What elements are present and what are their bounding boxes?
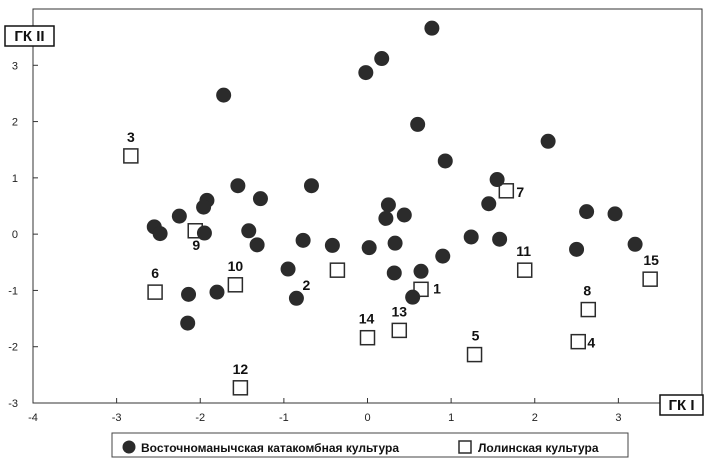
data-point-square [232,380,249,396]
data-point-circle [288,290,304,306]
data-point-label: 11 [516,243,531,259]
data-point-circle [303,178,319,194]
data-point-circle [396,207,412,223]
data-point-circle [413,263,429,279]
x-axis-title: ГК I [669,397,695,414]
data-point-square [580,301,597,318]
data-point-label: 13 [391,303,407,319]
data-point-circle [324,237,340,253]
data-point-circle [481,196,497,212]
data-point-circle [569,241,585,257]
data-point-circle [209,284,225,300]
data-point-circle [437,153,453,169]
data-point-square [329,262,346,278]
data-point-label: 8 [583,283,591,299]
data-point-label: 7 [516,184,524,200]
x-tick-label: 0 [364,412,370,424]
data-point-label: 2 [302,277,310,293]
data-point-square [391,322,408,339]
data-point-circle [424,20,440,36]
data-point-circle [492,231,508,247]
data-point-circle [181,286,197,302]
data-point-square [359,329,376,346]
data-point-circle [380,197,396,213]
data-point-circle [378,210,394,226]
x-tick-label: -4 [28,412,38,424]
x-axis-ticks: -4 -3 -2 -1 0 1 2 3 [28,398,621,424]
data-point-circle [295,232,311,248]
data-point-circle [374,51,390,67]
data-point-square [147,284,163,300]
y-axis-ticks: -3 -2 -1 0 1 2 3 [8,60,38,410]
data-point-circle [358,65,374,81]
x-tick-label: 3 [615,412,621,424]
data-point-circle [540,133,556,149]
data-point-circle [386,265,402,281]
y-tick-label: 1 [12,173,18,185]
data-point-circle [171,208,187,224]
data-point-circle [241,223,257,239]
y-tick-label: 3 [12,60,18,72]
data-point-circle [280,261,296,277]
data-point-circle [579,204,595,220]
legend-marker-filled-circle-icon [122,440,136,454]
data-point-circle [387,235,403,251]
y-axis-title: ГК II [14,28,44,45]
data-point-label: 10 [228,258,244,274]
data-point-circle [249,237,265,253]
data-point-circle [216,87,232,103]
y-tick-label: -2 [8,342,18,354]
legend-label-series-1: Восточноманычская катакомбная культура [141,441,399,455]
data-point-circle [627,236,643,252]
data-point-label: 4 [587,335,595,351]
data-point-label: 5 [472,328,480,344]
data-point-label: 3 [127,129,135,145]
data-point-square [227,277,244,293]
legend: Восточноманычская катакомбная культура Л… [111,432,629,458]
y-tick-label: 0 [12,229,18,241]
x-axis-title-box: ГК I [659,394,704,416]
y-tick-label: -1 [8,285,18,297]
legend-marker-open-square-icon [458,440,472,454]
data-point-circle [230,178,246,194]
legend-label-series-2: Лолинская культура [478,441,599,455]
data-point-square [642,271,658,287]
data-point-circle [180,315,196,331]
data-point-circle [463,229,479,245]
data-point-square [466,346,483,363]
data-point-circle [489,172,505,188]
x-tick-label: -3 [112,412,122,424]
data-point-label: 15 [643,252,659,268]
data-point-label: 6 [151,265,159,281]
data-point-square [570,333,586,350]
y-tick-label: 2 [12,117,18,129]
data-point-square [123,148,139,164]
data-point-circle [252,191,268,207]
data-point-square [516,262,533,278]
data-point-circle [410,116,426,132]
data-point-label: 14 [359,311,375,327]
series-vostochnomanychskaya [146,20,643,331]
data-point-circle [607,206,623,222]
x-tick-label: 1 [448,412,454,424]
data-point-circle [435,248,451,264]
y-axis-title-box: ГК II [4,25,55,47]
data-point-label: 1 [433,280,441,296]
x-tick-label: 2 [532,412,538,424]
data-point-label: 12 [233,361,249,377]
data-point-circle [196,199,212,215]
data-point-circle [196,225,212,241]
data-point-circle [152,226,168,242]
data-point-label: 9 [192,237,200,253]
data-point-circle [405,289,421,305]
legend-frame [111,432,629,458]
x-tick-label: -1 [279,412,289,424]
data-point-circle [361,240,377,256]
data-point-square [498,183,515,199]
x-tick-label: -2 [195,412,205,424]
y-tick-label: -3 [8,398,18,410]
